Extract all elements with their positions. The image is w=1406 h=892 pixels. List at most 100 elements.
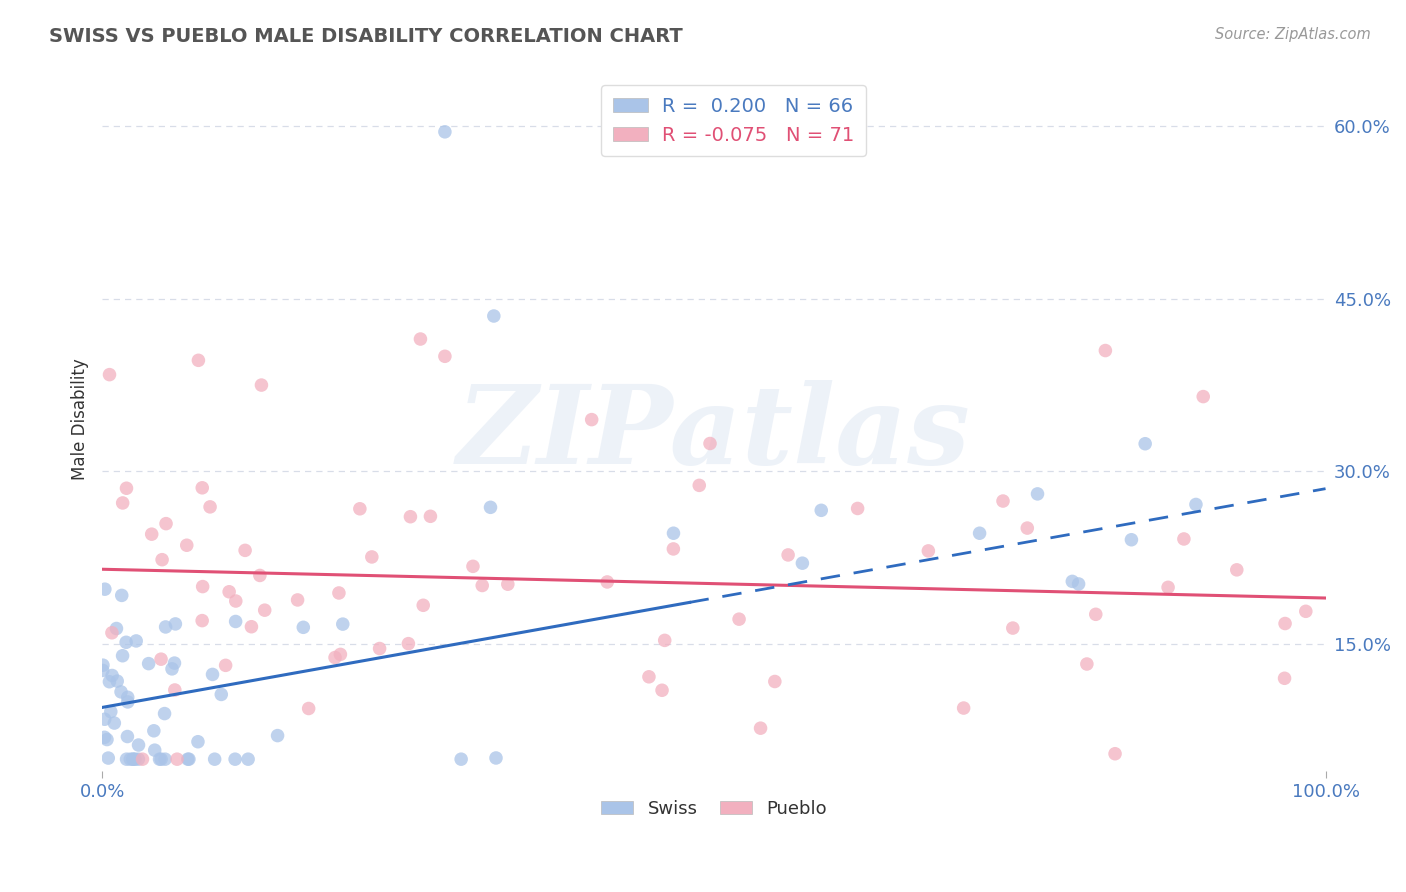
- Point: [117, 690, 139, 705]
- Point: [165, 616, 187, 631]
- Point: [1173, 532, 1195, 546]
- Point: [479, 500, 502, 515]
- Point: [461, 559, 484, 574]
- Point: [360, 549, 382, 564]
- Point: [496, 577, 519, 591]
- Point: [349, 501, 371, 516]
- Point: [91, 664, 114, 678]
- Point: [176, 538, 198, 552]
- Point: [323, 650, 346, 665]
- Point: [1185, 498, 1208, 512]
- Point: [1094, 343, 1116, 358]
- Point: [124, 752, 146, 766]
- Point: [969, 526, 991, 541]
- Point: [143, 743, 166, 757]
- Point: [97, 751, 120, 765]
- Point: [1121, 533, 1143, 547]
- Point: [128, 738, 150, 752]
- Point: [111, 648, 134, 663]
- Point: [115, 635, 138, 649]
- Point: [792, 556, 814, 570]
- Point: [236, 752, 259, 766]
- Point: [368, 641, 391, 656]
- Point: [249, 568, 271, 582]
- Point: [142, 723, 165, 738]
- Point: [581, 412, 603, 426]
- Point: [100, 705, 122, 719]
- Point: [952, 701, 974, 715]
- Point: [846, 501, 869, 516]
- Point: [332, 617, 354, 632]
- Point: [699, 436, 721, 450]
- Point: [96, 732, 118, 747]
- Point: [191, 580, 214, 594]
- Point: [94, 582, 117, 597]
- Point: [187, 353, 209, 368]
- Point: [662, 526, 685, 541]
- Point: [218, 584, 240, 599]
- Point: [233, 543, 256, 558]
- Point: [93, 731, 115, 745]
- Point: [485, 751, 508, 765]
- Point: [122, 752, 145, 766]
- Point: [101, 625, 124, 640]
- Point: [115, 752, 138, 766]
- Point: [125, 634, 148, 648]
- Point: [225, 594, 247, 608]
- Point: [433, 349, 456, 363]
- Text: SWISS VS PUEBLO MALE DISABILITY CORRELATION CHART: SWISS VS PUEBLO MALE DISABILITY CORRELAT…: [49, 27, 683, 45]
- Point: [201, 667, 224, 681]
- Point: [225, 615, 247, 629]
- Point: [127, 752, 149, 766]
- Point: [117, 695, 139, 709]
- Point: [150, 752, 173, 766]
- Point: [596, 574, 619, 589]
- Point: [419, 509, 441, 524]
- Point: [155, 620, 177, 634]
- Point: [105, 674, 128, 689]
- Point: [105, 622, 128, 636]
- Point: [433, 125, 456, 139]
- Text: ZIPatlas: ZIPatlas: [457, 380, 972, 487]
- Point: [253, 603, 276, 617]
- Point: [103, 716, 125, 731]
- Point: [1104, 747, 1126, 761]
- Point: [166, 752, 188, 766]
- Point: [91, 658, 114, 673]
- Point: [396, 637, 419, 651]
- Point: [266, 729, 288, 743]
- Point: [155, 516, 177, 531]
- Point: [1274, 616, 1296, 631]
- Point: [450, 752, 472, 766]
- Point: [214, 658, 236, 673]
- Point: [93, 712, 115, 726]
- Point: [150, 652, 173, 666]
- Point: [412, 599, 434, 613]
- Point: [177, 752, 200, 766]
- Point: [148, 752, 170, 766]
- Point: [1295, 604, 1317, 618]
- Point: [1192, 390, 1215, 404]
- Point: [177, 752, 200, 766]
- Point: [198, 500, 221, 514]
- Point: [209, 688, 232, 702]
- Y-axis label: Male Disability: Male Disability: [72, 359, 89, 481]
- Point: [287, 593, 309, 607]
- Point: [224, 752, 246, 766]
- Point: [160, 662, 183, 676]
- Point: [98, 674, 121, 689]
- Point: [98, 368, 121, 382]
- Point: [153, 706, 176, 721]
- Point: [138, 657, 160, 671]
- Point: [1274, 671, 1296, 685]
- Point: [482, 309, 505, 323]
- Point: [163, 683, 186, 698]
- Point: [638, 670, 661, 684]
- Point: [1226, 563, 1249, 577]
- Point: [298, 701, 321, 715]
- Point: [191, 481, 214, 495]
- Point: [153, 752, 176, 766]
- Point: [1084, 607, 1107, 622]
- Point: [991, 494, 1014, 508]
- Point: [662, 541, 685, 556]
